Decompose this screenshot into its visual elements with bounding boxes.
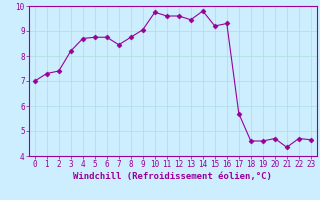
X-axis label: Windchill (Refroidissement éolien,°C): Windchill (Refroidissement éolien,°C) xyxy=(73,172,272,181)
